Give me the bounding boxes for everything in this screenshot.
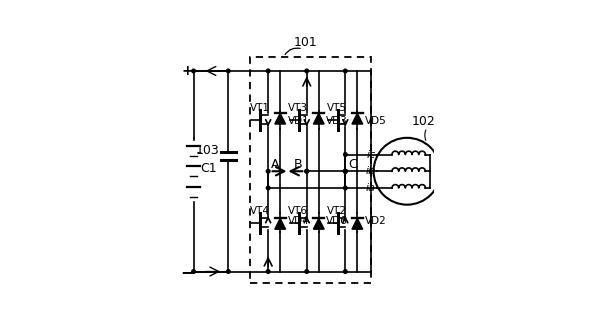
Circle shape xyxy=(192,270,195,273)
Circle shape xyxy=(343,270,347,273)
Circle shape xyxy=(305,270,309,273)
Circle shape xyxy=(305,69,309,73)
Polygon shape xyxy=(313,113,324,124)
Circle shape xyxy=(305,169,309,173)
Circle shape xyxy=(266,270,270,273)
Text: ia: ia xyxy=(366,183,375,193)
Polygon shape xyxy=(352,113,363,124)
Text: VT1: VT1 xyxy=(250,103,270,113)
Circle shape xyxy=(343,186,347,190)
Text: VT3: VT3 xyxy=(288,103,308,113)
Text: ib: ib xyxy=(365,166,375,176)
Text: −: − xyxy=(180,263,194,281)
Text: 102: 102 xyxy=(412,115,436,128)
Text: VD3: VD3 xyxy=(326,116,348,126)
Text: VD6: VD6 xyxy=(326,216,348,226)
Circle shape xyxy=(266,69,270,73)
Circle shape xyxy=(343,169,347,173)
Text: C1: C1 xyxy=(200,162,217,175)
Circle shape xyxy=(266,186,270,190)
Text: +: + xyxy=(181,64,193,78)
Text: VT6: VT6 xyxy=(288,206,308,216)
Circle shape xyxy=(226,270,230,273)
Text: VT5: VT5 xyxy=(327,103,347,113)
Text: 101: 101 xyxy=(294,36,317,49)
Circle shape xyxy=(305,169,309,173)
Text: VD4: VD4 xyxy=(288,216,309,226)
Polygon shape xyxy=(313,218,324,229)
Circle shape xyxy=(343,169,347,173)
Polygon shape xyxy=(275,113,285,124)
Text: C: C xyxy=(348,158,356,171)
Circle shape xyxy=(343,169,347,173)
Circle shape xyxy=(226,69,230,73)
Text: VD2: VD2 xyxy=(365,216,387,226)
Text: VT2: VT2 xyxy=(327,206,347,216)
Text: ic: ic xyxy=(367,150,375,160)
Circle shape xyxy=(343,153,347,156)
Text: A: A xyxy=(271,158,280,171)
Text: VD1: VD1 xyxy=(288,116,309,126)
Circle shape xyxy=(266,169,270,173)
Polygon shape xyxy=(352,218,363,229)
Text: 103: 103 xyxy=(196,144,219,157)
Polygon shape xyxy=(275,218,285,229)
Text: VD5: VD5 xyxy=(365,116,387,126)
Text: B: B xyxy=(294,158,303,171)
Circle shape xyxy=(192,69,195,73)
Text: VT4: VT4 xyxy=(250,206,270,216)
Circle shape xyxy=(343,69,347,73)
